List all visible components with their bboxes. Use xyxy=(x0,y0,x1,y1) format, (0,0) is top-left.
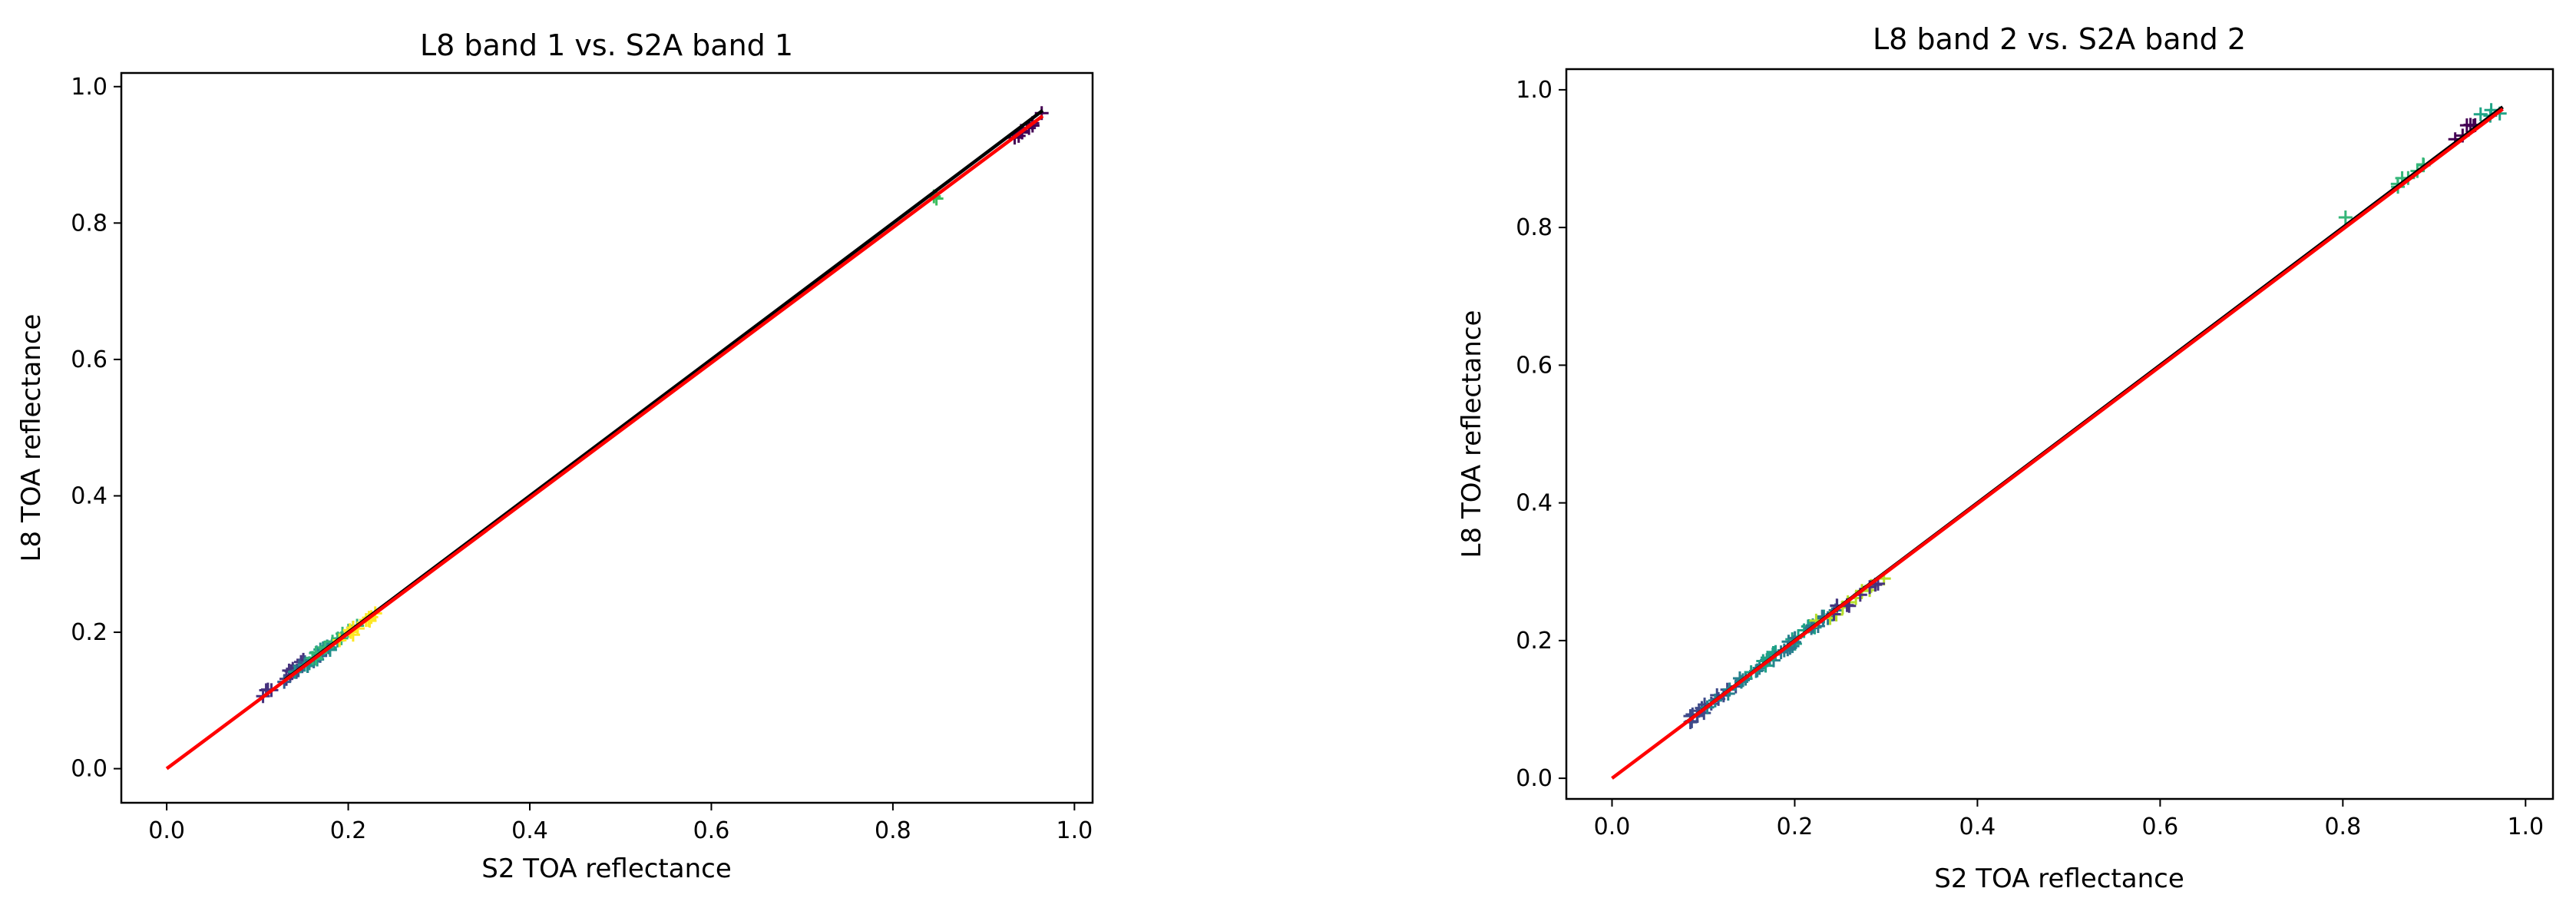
y-tick-label: 0.4 xyxy=(71,482,107,509)
red-fit-line xyxy=(165,114,1044,771)
y-tick-label: 0.8 xyxy=(71,210,107,237)
x-tick-label: 0.8 xyxy=(2324,814,2361,840)
scatter-point xyxy=(2338,210,2353,224)
scatter-panel-band-1: L8 band 1 vs. S2A band 1 S2 TOA reflecta… xyxy=(16,28,1094,884)
x-tick-label: 1.0 xyxy=(1056,817,1093,844)
x-tick-label: 0.2 xyxy=(330,817,367,844)
x-axis-label: S2 TOA reflectance xyxy=(481,853,732,884)
y-tick-label: 0.0 xyxy=(71,756,107,783)
y-tick-label: 0.4 xyxy=(1516,490,1553,517)
x-tick-label: 0.8 xyxy=(875,817,911,844)
y-tick-label: 1.0 xyxy=(1516,77,1553,104)
y-tick-label: 0.0 xyxy=(1516,765,1553,792)
x-axis-label: S2 TOA reflectance xyxy=(1934,863,2184,894)
plot-frame xyxy=(120,71,1094,804)
x-tick-label: 0.0 xyxy=(148,817,185,844)
axis-ticks: 0.0 0.2 0.4 0.6 0.8 1.0 0.0 0.2 0.4 0.6 0.8 1.0 xyxy=(1516,77,2544,840)
scatter-point xyxy=(2473,107,2488,121)
x-tick-label: 0.6 xyxy=(693,817,730,844)
x-tick-label: 0.4 xyxy=(511,817,548,844)
x-tick-label: 1.0 xyxy=(2507,814,2544,840)
x-tick-label: 0.2 xyxy=(1777,814,1814,840)
y-axis-label: L8 TOA reflectance xyxy=(16,314,47,562)
y-tick-label: 0.2 xyxy=(1516,628,1553,655)
x-tick-label: 0.0 xyxy=(1594,814,1631,840)
y-tick-label: 0.8 xyxy=(1516,214,1553,241)
y-tick-label: 1.0 xyxy=(71,74,107,101)
x-tick-label: 0.6 xyxy=(2142,814,2179,840)
scatter-panel-band-2: L8 band 2 vs. S2A band 2 S2 TOA reflecta… xyxy=(1457,22,2555,894)
y-axis-label: L8 TOA reflectance xyxy=(1457,310,1487,558)
red-fit-line xyxy=(1611,108,2504,780)
plot-marks xyxy=(1611,103,2507,780)
plot-marks xyxy=(165,106,1049,771)
axis-ticks: 0.0 0.2 0.4 0.6 0.8 1.0 0.0 0.2 0.4 0.6 0.8 1.0 xyxy=(71,74,1093,844)
plot-frame xyxy=(1565,68,2555,800)
y-tick-label: 0.6 xyxy=(1516,352,1553,379)
x-tick-label: 0.4 xyxy=(1959,814,1996,840)
chart-title: L8 band 1 vs. S2A band 1 xyxy=(420,28,793,62)
y-tick-label: 0.6 xyxy=(71,346,107,373)
chart-title: L8 band 2 vs. S2A band 2 xyxy=(1873,22,2246,56)
y-tick-label: 0.2 xyxy=(71,619,107,646)
